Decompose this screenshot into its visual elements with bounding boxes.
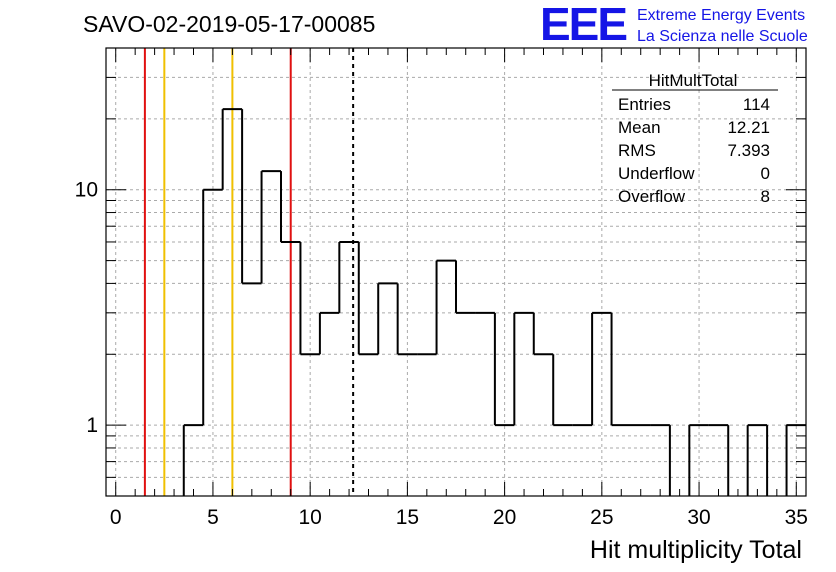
histogram-layer: [182, 108, 806, 496]
x-tick-label: 35: [785, 506, 808, 529]
x-tick-label: 30: [687, 506, 710, 529]
stats-label: RMS: [618, 141, 656, 160]
stats-value: 0: [761, 164, 770, 183]
stats-value: 114: [743, 95, 770, 114]
x-tick-label: 15: [396, 506, 419, 529]
y-tick-label: 1: [86, 414, 98, 437]
stats-value: 7.393: [727, 141, 770, 160]
plot-frame: [105, 47, 807, 497]
y-tick-label: 10: [75, 179, 98, 202]
stats-value: 8: [761, 187, 770, 206]
x-tick-label: 10: [298, 506, 321, 529]
reference-lines: [143, 48, 355, 496]
x-axis-label: Hit multiplicity Total: [590, 536, 802, 564]
stats-box: HitMultTotal Entries 114 Mean 12.21 RMS 7.393…: [612, 71, 778, 206]
x-tick-label: 25: [590, 506, 613, 529]
x-tick-label: 0: [110, 506, 122, 529]
axis-layer: 0 5 10 15 20 25 30 35 1 10: [75, 47, 808, 529]
x-tick-label: 5: [207, 506, 219, 529]
stats-label: Mean: [618, 118, 661, 137]
stats-label: Overflow: [618, 187, 686, 206]
stats-rows: Entries 114 Mean 12.21 RMS 7.393 Underflow 0 Ove…: [618, 95, 770, 206]
stats-label: Entries: [618, 95, 671, 114]
logo-line-2: La Scienza nelle Scuole: [637, 28, 808, 45]
logo-letters: EEE: [540, 0, 626, 50]
stats-label: Underflow: [618, 164, 695, 183]
stats-value: 12.21: [727, 118, 770, 137]
eee-logo: EEE Extreme Energy Events La Scienza nel…: [540, 0, 808, 50]
chart-title: SAVO-02-2019-05-17-00085: [83, 11, 375, 37]
x-tick-label: 20: [493, 506, 516, 529]
stats-title: HitMultTotal: [649, 71, 738, 90]
logo-line-1: Extreme Energy Events: [637, 7, 805, 24]
